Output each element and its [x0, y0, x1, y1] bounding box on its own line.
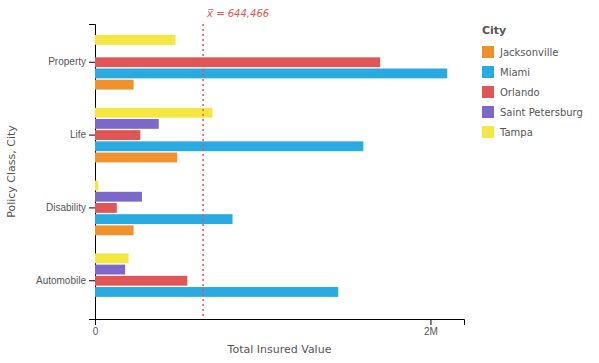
legend-item: Miami: [482, 66, 530, 78]
legend-item: Saint Petersburg: [482, 106, 583, 118]
bar: [95, 203, 117, 213]
x-tick: 0: [93, 319, 99, 337]
legend-swatch: [482, 126, 494, 138]
bar: [95, 35, 176, 45]
bar: [95, 287, 338, 297]
series: [95, 119, 159, 275]
y-tick: Disability: [46, 202, 95, 213]
bar: [95, 276, 187, 286]
legend-item: Jacksonville: [482, 46, 558, 58]
bar: [95, 141, 363, 151]
bar: [95, 119, 159, 129]
y-tick-label: Disability: [46, 202, 86, 213]
y-tick: Property: [48, 56, 95, 67]
chart: 0 2M Automobile Disability Life Property x̅ = …: [0, 0, 599, 363]
bar: [95, 181, 98, 191]
y-tick-mark: [89, 62, 95, 63]
x-tick: 2M: [424, 319, 438, 337]
series: [95, 57, 380, 285]
bar: [95, 298, 96, 308]
legend-label: Orlando: [500, 87, 540, 98]
y-tick-mark: [89, 135, 95, 136]
legend-swatch: [482, 106, 494, 118]
x-axis-line: [96, 320, 465, 326]
bar: [95, 69, 447, 79]
bar: [95, 130, 140, 140]
legend: City Jacksonville Miami Orlando Saint Peters…: [482, 24, 583, 138]
y-tick-label: Automobile: [36, 275, 86, 286]
y-tick: Automobile: [36, 275, 95, 286]
y-tick-label: Property: [48, 56, 86, 67]
x-tick-mark: [430, 319, 431, 325]
series: [95, 35, 212, 263]
bar: [95, 192, 142, 202]
series: [95, 80, 177, 236]
legend-item: Orlando: [482, 86, 540, 98]
bar: [95, 80, 134, 90]
legend-label: Tampa: [499, 127, 533, 138]
y-tick-mark: [89, 207, 95, 208]
x-tick-label: 2M: [424, 326, 438, 337]
y-tick: Life: [70, 129, 95, 140]
bar: [95, 214, 233, 224]
mean-label: x̅ = 644,466: [206, 8, 269, 19]
bar: [95, 108, 212, 118]
y-axis-title: Policy Class, City: [5, 125, 18, 218]
bar: [95, 253, 129, 263]
y-tick-mark: [89, 280, 95, 281]
legend-title: City: [482, 24, 506, 37]
legend-label: Jacksonville: [499, 47, 558, 58]
bar: [95, 46, 96, 56]
legend-item: Tampa: [482, 126, 533, 138]
legend-label: Miami: [500, 67, 530, 78]
plot-area: 0 2M Automobile Disability Life Property x̅ = …: [5, 8, 583, 356]
y-axis: Automobile Disability Life Property: [36, 25, 96, 320]
y-tick-label: Life: [70, 129, 87, 140]
legend-swatch: [482, 46, 494, 58]
x-axis: 0 2M: [93, 319, 465, 337]
legend-label: Saint Petersburg: [500, 107, 583, 118]
x-tick-label: 0: [93, 326, 99, 337]
bar: [95, 153, 177, 163]
y-axis-line: [89, 25, 96, 320]
legend-swatch: [482, 86, 494, 98]
marks: [95, 24, 447, 319]
series: [95, 69, 447, 297]
bar: [95, 225, 134, 235]
bar: [95, 57, 380, 67]
bar: [95, 265, 125, 275]
mean-line: [202, 24, 204, 319]
legend-swatch: [482, 66, 494, 78]
x-axis-title: Total Insured Value: [227, 343, 332, 356]
